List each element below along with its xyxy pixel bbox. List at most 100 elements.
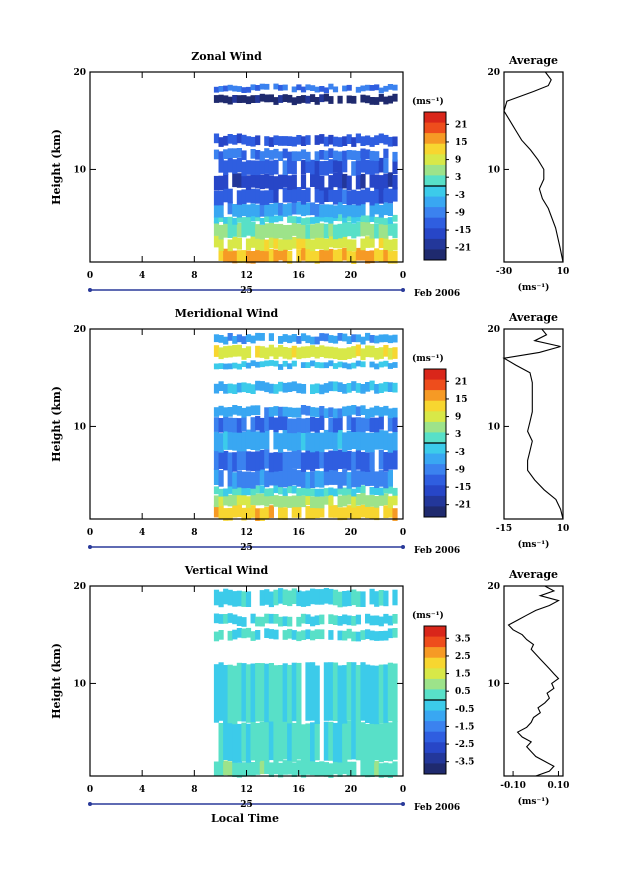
heatmap-cell <box>223 588 229 605</box>
heatmap-cell <box>365 724 371 763</box>
heatmap-cell <box>387 239 393 252</box>
y-tick-label: 20 <box>73 582 86 592</box>
heatmap-cell <box>314 665 320 724</box>
heatmap-cell <box>218 363 224 369</box>
heatmap-cell <box>296 505 302 518</box>
heatmap-cell <box>392 487 398 496</box>
heatmap-cell <box>360 430 366 451</box>
heatmap-cell <box>383 452 389 472</box>
heatmap-cell <box>223 95 229 104</box>
heatmap-cell <box>323 150 329 161</box>
heatmap-cell <box>351 204 357 218</box>
heatmap-cell <box>223 346 229 358</box>
heatmap-cell <box>310 159 316 175</box>
heatmap-cell <box>259 381 265 391</box>
heatmap-cell <box>287 759 293 775</box>
heatmap-cell <box>250 236 256 248</box>
heatmap-cell <box>259 759 265 775</box>
heatmap-cell <box>232 95 238 103</box>
heatmap-cell <box>332 662 339 721</box>
heatmap-cell <box>241 493 247 506</box>
heatmap-cell <box>387 335 393 344</box>
heatmap-cell <box>278 406 284 417</box>
heatmap-cell <box>365 84 371 91</box>
x-tick-label: 8 <box>191 528 197 538</box>
heatmap-cell <box>278 415 284 431</box>
colorbar-tick-label: -9 <box>455 208 465 218</box>
heatmap-cell <box>319 504 325 518</box>
colorbar-tick-label: 1.5 <box>455 670 471 680</box>
heatmap-cell <box>264 239 270 252</box>
heatmap-cell <box>250 505 256 518</box>
heatmap-cell <box>282 94 288 102</box>
heatmap-cell <box>278 665 284 724</box>
heatmap-cell <box>245 346 252 358</box>
heatmap-cell <box>236 723 242 763</box>
heatmap-cell <box>319 161 325 176</box>
heatmap-cell <box>351 662 357 721</box>
heatmap-cell <box>383 360 389 367</box>
heatmap-cell <box>319 761 325 776</box>
heatmap-cell <box>365 629 371 639</box>
heatmap-cell <box>268 223 274 238</box>
heatmap-cell <box>300 452 307 472</box>
heatmap-cell <box>310 488 316 497</box>
heatmap-cell <box>218 94 224 103</box>
heatmap-cell <box>337 408 343 419</box>
colorbar-tick-label: -15 <box>455 483 471 493</box>
heatmap-cell <box>355 150 361 161</box>
heatmap-cell <box>323 362 329 369</box>
heatmap-cell <box>351 150 357 160</box>
heatmap-cell <box>332 615 339 625</box>
colorbar-swatch <box>424 689 446 701</box>
heatmap-cell <box>378 361 384 368</box>
heatmap-cell <box>227 417 233 433</box>
colorbar-tick-label: -2.5 <box>455 740 474 750</box>
heatmap-cell <box>360 384 366 394</box>
colorbar-swatch <box>424 678 446 690</box>
heatmap-cell <box>369 723 375 763</box>
colorbar-unit: (ms⁻¹) <box>412 610 444 621</box>
heatmap-cell <box>323 493 329 505</box>
heatmap-cell <box>305 158 311 173</box>
heatmap-cell <box>305 335 311 344</box>
heatmap-cell <box>278 470 284 488</box>
heatmap-cell <box>282 630 288 640</box>
heatmap-cell <box>305 135 311 145</box>
heatmap-cell <box>255 630 261 640</box>
heatmap-cell <box>232 250 238 264</box>
heatmap-cell <box>319 176 325 191</box>
heatmap-cell <box>383 630 389 641</box>
heatmap-cell <box>337 630 343 641</box>
heatmap-cell <box>319 237 325 250</box>
heatmap-cell <box>374 159 380 174</box>
heatmap-cell <box>282 663 288 722</box>
heatmap-cell <box>360 202 366 216</box>
heatmap-cell <box>355 494 361 506</box>
heatmap-cell <box>291 159 297 175</box>
heatmap-cell <box>273 249 279 263</box>
colorbar-swatch <box>424 390 446 402</box>
heatmap-cell <box>310 417 316 432</box>
heatmap-cell <box>392 663 398 722</box>
heatmap-cell <box>310 506 316 520</box>
heatmap-cell <box>314 488 320 497</box>
heatmap-cell <box>305 723 311 763</box>
heatmap-cell <box>346 662 352 721</box>
heatmap-cell <box>328 381 334 392</box>
heatmap-cell <box>236 222 242 238</box>
heatmap-cell <box>241 407 247 418</box>
heatmap-cell <box>387 136 393 147</box>
heatmap-cell <box>360 662 366 721</box>
day-bar-end <box>401 545 405 549</box>
heatmap-cell <box>300 405 307 415</box>
heatmap-cell <box>328 360 334 367</box>
heatmap-cell <box>282 488 288 496</box>
heatmap-cell <box>310 224 316 239</box>
heatmap-cell <box>255 485 261 494</box>
heatmap-cell <box>291 97 297 106</box>
heatmap-cell <box>236 382 242 393</box>
heatmap-cell <box>369 450 375 471</box>
heatmap-cell <box>227 188 233 204</box>
heatmap-cell <box>365 236 371 248</box>
